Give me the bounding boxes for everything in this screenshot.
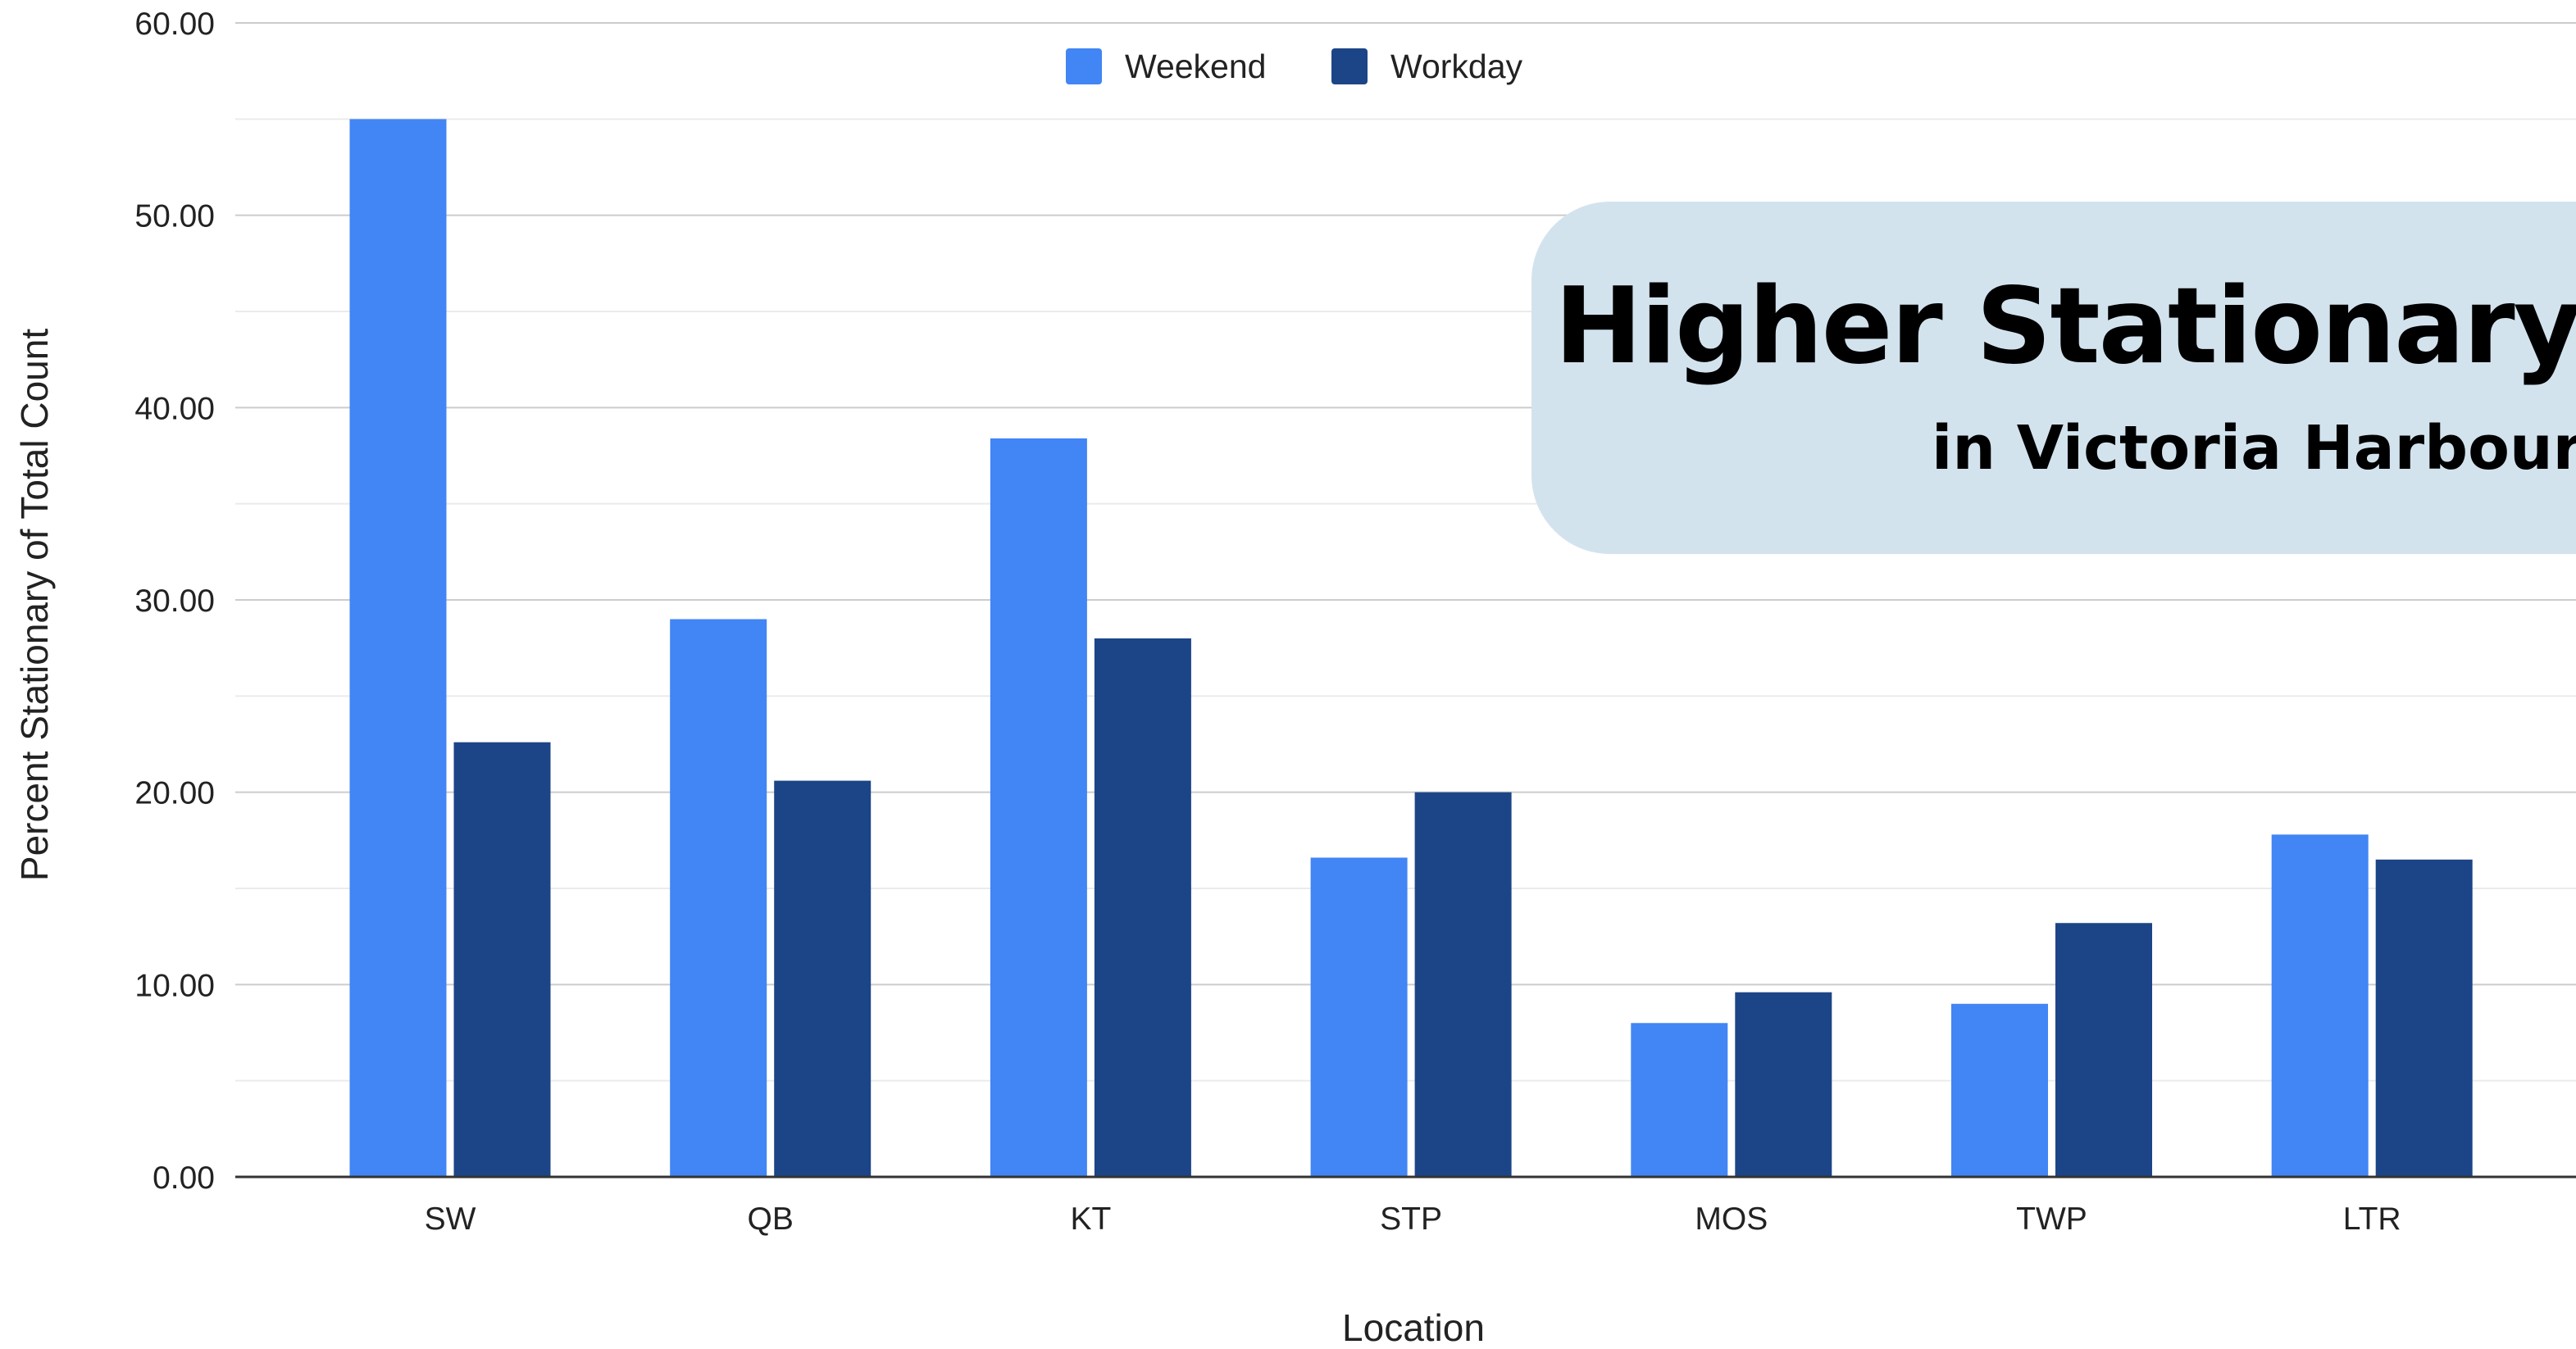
callout-box: Higher Stationary in Victoria Harbour [1531, 202, 2576, 554]
legend-label-workday: Workday [1390, 48, 1523, 85]
bar-workday-twp [2055, 923, 2152, 1177]
bar-weekend-qb [670, 619, 767, 1177]
callout-title: Higher Stationary [1554, 266, 2576, 388]
bar-workday-kt [1094, 638, 1191, 1177]
bar-weekend-kt [990, 438, 1087, 1177]
legend-swatch-weekend [1066, 48, 1102, 84]
y-tick-label: 20.00 [134, 776, 215, 811]
x-tick-label: KT [1070, 1201, 1111, 1237]
legend-swatch-workday [1331, 48, 1368, 84]
x-tick-label: STP [1380, 1201, 1442, 1237]
bar-weekend-twp [1951, 1003, 2048, 1177]
callout-subtitle: in Victoria Harbour [1932, 413, 2576, 484]
y-tick-label: 10.00 [134, 968, 215, 1003]
bar-workday-qb [774, 780, 872, 1177]
legend-label-weekend: Weekend [1125, 48, 1266, 85]
bar-workday-mos [1735, 992, 1832, 1177]
bar-workday-sw [453, 742, 551, 1177]
y-tick-label: 0.00 [152, 1161, 215, 1196]
x-tick-label: MOS [1695, 1201, 1768, 1237]
axes: 0.00 10.00 20.00 30.00 40.00 50.00 60.00 SW QB KT… [134, 7, 2576, 1237]
y-tick-label: 40.00 [134, 391, 215, 426]
legend: Weekend Workday [1066, 48, 1523, 85]
bars [349, 119, 2473, 1177]
y-axis-title: Percent Stationary of Total Count [13, 329, 56, 881]
y-tick-label: 60.00 [134, 7, 215, 42]
y-tick-label: 30.00 [134, 584, 215, 619]
x-tick-label: TWP [2016, 1201, 2087, 1237]
x-tick-label: SW [425, 1201, 476, 1237]
bar-workday-stp [1414, 792, 1512, 1177]
bar-weekend-stp [1310, 857, 1408, 1177]
bar-weekend-mos [1631, 1023, 1728, 1177]
x-axis-title: Location [1342, 1306, 1485, 1349]
x-tick-label: LTR [2343, 1201, 2401, 1237]
x-tick-label: QB [748, 1201, 794, 1237]
bar-weekend-ltr [2271, 834, 2369, 1177]
y-tick-label: 50.00 [134, 199, 215, 234]
bar-workday-ltr [2375, 859, 2473, 1177]
bar-weekend-sw [349, 119, 447, 1177]
